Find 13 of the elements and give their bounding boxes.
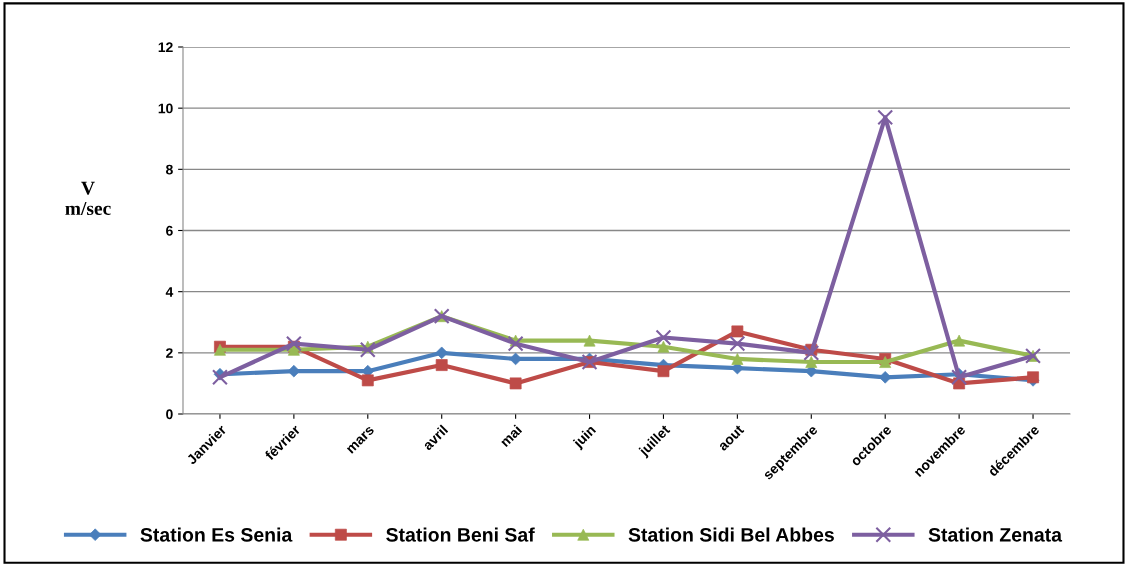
legend-label: Station Es Senia <box>140 527 293 542</box>
y-tick-label: 4 <box>165 287 174 297</box>
legend-label: Station Beni Saf <box>386 527 535 542</box>
y-tick-label: 8 <box>165 164 173 175</box>
y-tick-label: 6 <box>166 225 173 236</box>
legend-label: Station Zenata <box>928 527 1063 542</box>
y-tick-label: 2 <box>166 348 173 358</box>
legend-label: Station Sidi Bel Abbes <box>628 527 834 542</box>
y-axis-title: V m/sec <box>65 181 111 216</box>
y-tick-label: 0 <box>166 409 173 420</box>
y-tick-label: 12 <box>158 42 173 53</box>
y-tick-label: 10 <box>158 103 173 114</box>
x-tick-label: mai <box>499 424 523 448</box>
